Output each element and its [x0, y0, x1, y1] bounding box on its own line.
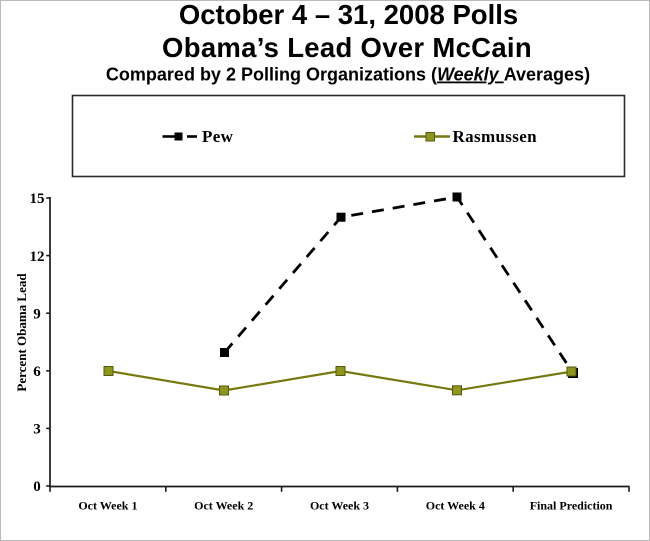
svg-text:9: 9 — [33, 306, 41, 322]
svg-text:Obama’s Lead Over McCain: Obama’s Lead Over McCain — [162, 32, 532, 63]
svg-text:Percent Obama Lead: Percent Obama Lead — [14, 273, 29, 392]
svg-text:Oct Week 4: Oct Week 4 — [426, 499, 485, 513]
svg-text:15: 15 — [30, 191, 45, 207]
svg-text:October 4 – 31, 2008 Polls: October 4 – 31, 2008 Polls — [179, 1, 518, 30]
svg-text:0: 0 — [33, 479, 41, 495]
svg-text:Oct Week 2: Oct Week 2 — [194, 499, 253, 513]
svg-text:Compared by 2 Polling Organiza: Compared by 2 Polling Organizations (Wee… — [106, 65, 590, 85]
svg-text:3: 3 — [33, 422, 41, 438]
svg-text:Oct Week 1: Oct Week 1 — [78, 499, 137, 513]
svg-text:12: 12 — [30, 249, 45, 265]
svg-text:Pew: Pew — [202, 127, 234, 146]
svg-text:6: 6 — [33, 364, 41, 380]
svg-text:Final Prediction: Final Prediction — [530, 499, 613, 513]
svg-text:Oct Week 3: Oct Week 3 — [310, 499, 369, 513]
svg-text:Rasmussen: Rasmussen — [453, 127, 538, 146]
